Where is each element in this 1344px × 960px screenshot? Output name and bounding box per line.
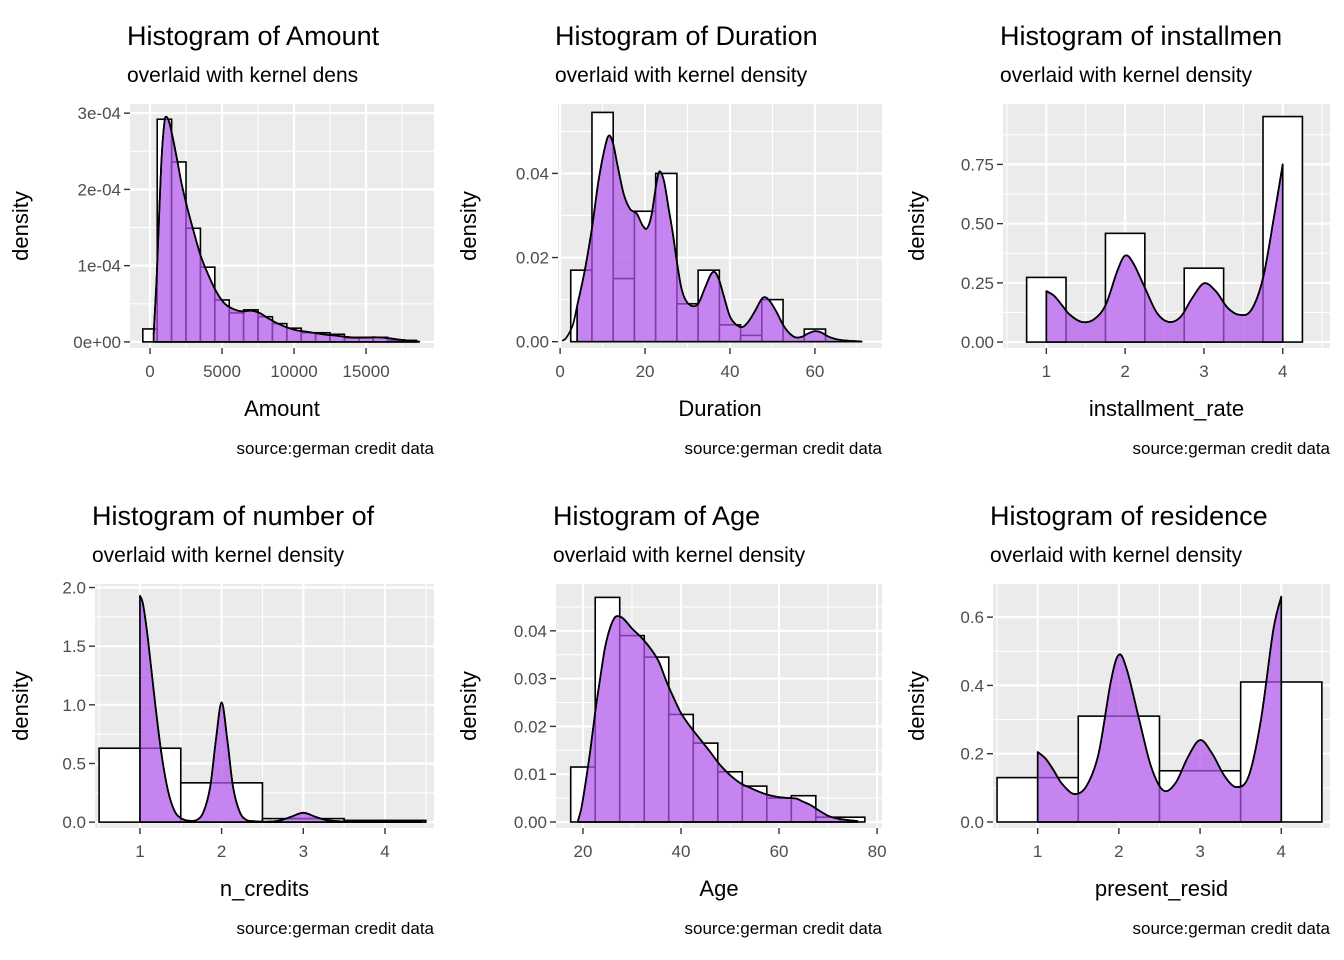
y-tick-label: 0.02: [516, 249, 549, 268]
x-axis-title: present_resid: [1095, 876, 1228, 901]
y-axis-title: density: [904, 671, 929, 741]
x-tick-label: 60: [770, 842, 789, 861]
x-tick-label: 3: [299, 842, 308, 861]
y-tick-label: 0.25: [961, 274, 994, 293]
histogram-panel: 1 2 3 4 0.00 0.25 0.50 0.75 Histogram of install…: [896, 0, 1344, 480]
x-tick-label: 15000: [342, 362, 389, 381]
density-curve: [139, 595, 422, 823]
x-tick-label: 4: [1277, 842, 1286, 861]
panel-title: Histogram of installmen: [1000, 21, 1282, 51]
x-tick-label: 3: [1195, 842, 1204, 861]
density-curve: [1037, 596, 1283, 795]
x-tick-label: 1: [135, 842, 144, 861]
panel-caption: source:german credit data: [685, 919, 883, 938]
y-tick-label: 0.6: [960, 608, 984, 627]
panel-svg-installment_rate: 1 2 3 4 0.00 0.25 0.50 0.75 Histogram of install…: [904, 21, 1331, 458]
x-tick-label: 20: [636, 362, 655, 381]
panel-svg-present_resid: 1 2 3 4 0.0 0.2 0.4 0.6 Histogram of residence ov…: [904, 501, 1331, 938]
y-tick-label: 2e-04: [78, 180, 121, 199]
x-tick-label: 4: [1278, 362, 1287, 381]
y-tick-label: 0e+00: [73, 333, 121, 352]
panel-caption: source:german credit data: [685, 439, 883, 458]
panel-subtitle: overlaid with kernel density: [553, 544, 806, 567]
y-tick-label: 0.04: [516, 164, 549, 183]
y-tick-label: 0.04: [514, 622, 547, 641]
y-tick-label: 0.01: [514, 765, 547, 784]
y-axis-title: density: [8, 191, 33, 261]
panel-subtitle: overlaid with kernel density: [555, 64, 808, 87]
y-tick-label: 1e-04: [78, 257, 121, 276]
panel-title: Histogram of Duration: [555, 21, 818, 51]
histogram-panel: 1 2 3 4 0.0 0.5 1.0 1.5 2.0 Histogram of number o…: [0, 480, 448, 960]
x-tick-label: 40: [672, 842, 691, 861]
histogram-panel: 1 2 3 4 0.0 0.2 0.4 0.6 Histogram of residence ov…: [896, 480, 1344, 960]
x-axis-title: Duration: [678, 396, 761, 421]
y-tick-label: 0.0: [62, 813, 86, 832]
x-axis-title: Amount: [244, 396, 320, 421]
density-curve: [577, 615, 858, 822]
panel-svg-n_credits: 1 2 3 4 0.0 0.5 1.0 1.5 2.0 Histogram of number o…: [8, 501, 435, 938]
x-tick-label: 20: [574, 842, 593, 861]
y-tick-label: 0.0: [960, 813, 984, 832]
x-tick-label: 3: [1199, 362, 1208, 381]
y-tick-label: 1.5: [62, 637, 86, 656]
panel-svg-duration: 0 20 40 60 0.00 0.02 0.04 Histogram of Duration…: [456, 21, 883, 458]
y-tick-label: 0.5: [62, 754, 86, 773]
x-tick-label: 10000: [270, 362, 317, 381]
y-tick-label: 0.2: [960, 745, 984, 764]
density-curve: [152, 115, 420, 343]
x-tick-label: 40: [721, 362, 740, 381]
y-axis-title: density: [904, 191, 929, 261]
histogram-panel: 0 20 40 60 0.00 0.02 0.04 Histogram of Duration…: [448, 0, 896, 480]
y-tick-label: 0.75: [961, 155, 994, 174]
panel-title: Histogram of number of: [92, 501, 375, 531]
y-tick-label: 0.50: [961, 215, 994, 234]
panel-svg-age: 20 40 60 80 0.00 0.01 0.02 0.03 0.04 Histogram of…: [456, 501, 887, 938]
x-tick-label: 2: [217, 842, 226, 861]
x-tick-label: 1: [1042, 362, 1051, 381]
x-axis-title: installment_rate: [1089, 396, 1244, 421]
y-axis-title: density: [8, 671, 33, 741]
x-tick-label: 60: [805, 362, 824, 381]
histogram-panel: 20 40 60 80 0.00 0.01 0.02 0.03 0.04 Histogram of…: [448, 480, 896, 960]
y-tick-label: 0.00: [516, 333, 549, 352]
panel-title: Histogram of Amount: [127, 21, 380, 51]
y-tick-label: 0.02: [514, 717, 547, 736]
x-axis-title: n_credits: [220, 876, 309, 901]
x-tick-label: 0: [555, 362, 564, 381]
panel-caption: source:german credit data: [1133, 439, 1331, 458]
panel-subtitle: overlaid with kernel density: [92, 544, 345, 567]
histogram-panel: 0 5000 10000 15000 0e+00 1e-04 2e-04 3e-04 Histo…: [0, 0, 448, 480]
x-tick-label: 5000: [203, 362, 241, 381]
y-tick-label: 0.4: [960, 676, 984, 695]
panel-svg-amount: 0 5000 10000 15000 0e+00 1e-04 2e-04 3e-04 Histo…: [8, 21, 435, 458]
panel-caption: source:german credit data: [1133, 919, 1331, 938]
panel-subtitle: overlaid with kernel density: [990, 544, 1243, 567]
x-axis-title: Age: [699, 876, 738, 901]
panel-title: Histogram of Age: [553, 501, 760, 531]
y-tick-label: 1.0: [62, 696, 86, 715]
x-tick-label: 4: [380, 842, 389, 861]
panel-caption: source:german credit data: [237, 439, 435, 458]
y-axis-title: density: [456, 671, 481, 741]
density-curve: [1045, 164, 1284, 324]
panel-subtitle: overlaid with kernel density: [1000, 64, 1253, 87]
x-tick-label: 1: [1033, 842, 1042, 861]
y-tick-label: 0.00: [961, 333, 994, 352]
y-tick-label: 0.00: [514, 813, 547, 832]
x-tick-label: 80: [868, 842, 887, 861]
panel-caption: source:german credit data: [237, 919, 435, 938]
x-tick-label: 2: [1114, 842, 1123, 861]
x-tick-label: 2: [1120, 362, 1129, 381]
y-tick-label: 0.03: [514, 670, 547, 689]
density-curve: [561, 134, 862, 343]
panel-title: Histogram of residence: [990, 501, 1268, 531]
x-tick-label: 0: [145, 362, 154, 381]
y-tick-label: 3e-04: [78, 104, 121, 123]
y-tick-label: 2.0: [62, 579, 86, 598]
panel-subtitle: overlaid with kernel dens: [127, 64, 358, 87]
y-axis-title: density: [456, 191, 481, 261]
